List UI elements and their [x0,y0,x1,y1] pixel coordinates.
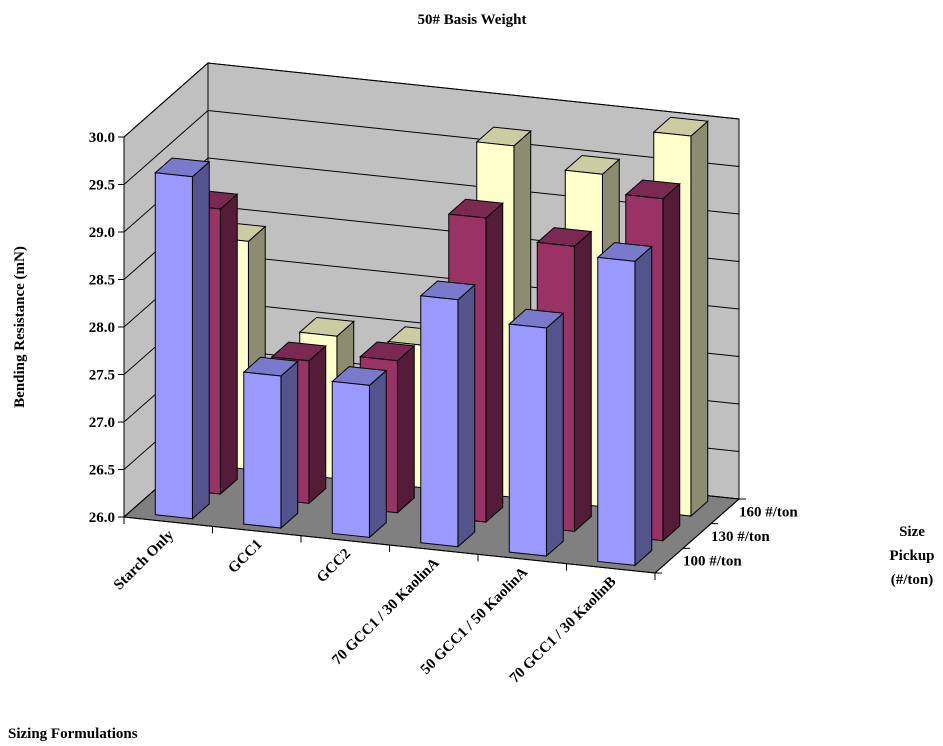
x-tick-label: Starch Only [111,527,178,594]
y-tick-label: 29.5 [89,178,115,194]
y-tick-label: 26.0 [89,510,115,526]
legend-label: 160 #/ton [739,504,798,520]
bar-front [597,256,636,566]
legend-title: (#/ton) [891,572,934,588]
bar-side [219,193,238,496]
bar-side [573,230,592,533]
bar [331,366,388,539]
chart-title: 50# Basis Weight [418,12,527,28]
x-tick-label: 70 GCC1 / 30 KaolinA [329,555,442,668]
depth-axis [654,498,740,574]
y-tick-label: 27.5 [89,368,115,384]
bar [419,280,476,548]
x-tick-label: 70 GCC1 / 30 KaolinB [507,574,620,687]
bar-front [508,323,547,557]
bar-side [485,202,504,524]
x-tick-label: GCC2 [314,546,354,586]
bar-side [545,312,564,558]
bar-side [308,344,327,505]
bar-front [243,371,282,529]
legend-title: Size [899,524,925,540]
grid-line [123,157,740,233]
bar-side [457,283,476,548]
bar-side [690,120,709,518]
bar-side [634,245,653,567]
y-tick-label: 27.0 [89,415,115,431]
bar-side [280,360,299,530]
bar [154,157,211,520]
y-tick-label: 29.0 [89,225,115,241]
bar-front [420,295,459,548]
bar [596,242,653,567]
bar-side [662,182,681,542]
x-tick-label: GCC1 [225,537,265,577]
legend-label: 100 #/ton [683,554,742,570]
y-tick-label: 28.5 [89,273,115,289]
x-tick-label: 50 GCC1 / 50 KaolinA [418,564,531,677]
bar-side [368,369,387,539]
x-axis-title: Sizing Formulations [8,726,138,742]
y-tick-label: 26.5 [89,463,115,479]
legend-title: Pickup [889,548,934,564]
y-tick-label: 30.0 [89,130,115,146]
bar-side [191,160,210,520]
bar [242,356,299,530]
grid-line [123,62,740,138]
bar-front [154,172,193,520]
y-tick-label: 28.0 [89,320,115,336]
bar-side [396,344,415,514]
grid-line [123,109,740,185]
bar [508,308,565,558]
bar-front [331,380,370,538]
legend-label: 130 #/ton [711,529,770,545]
y-axis-title: Bending Resistance (mN) [12,246,28,408]
